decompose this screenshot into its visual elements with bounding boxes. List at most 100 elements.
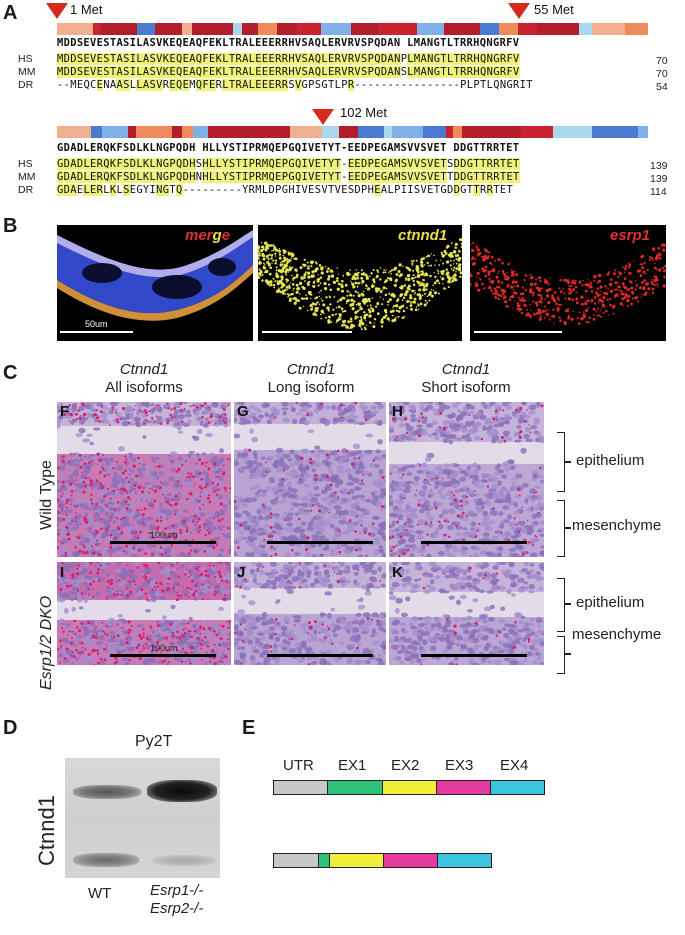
seq-dr-1: --MEQCENAASLLASVREQEMQFERLTRALEEERRSVGPS…	[57, 79, 533, 91]
histology-k	[389, 562, 544, 665]
sub-letter-f: F	[60, 403, 70, 420]
label-ex1: EX1	[338, 757, 367, 774]
short-utr	[273, 853, 319, 868]
long-ex3	[436, 780, 491, 795]
label-mesenchyme-dko: mesenchyme	[572, 626, 662, 643]
lane-label-esrp1: Esrp1-/-	[150, 882, 204, 899]
esrp1-title: esrp1	[610, 227, 651, 244]
long-ex2	[382, 780, 437, 795]
seq-mm-1: MDDSEVESTASILASVKEQEAQFEKLTRALEEERRHVSAQ…	[57, 66, 520, 78]
scalebar-i	[110, 654, 216, 657]
column-desc-1: All isoforms	[105, 379, 183, 396]
histology-f	[57, 402, 231, 557]
label-utr: UTR	[283, 757, 314, 774]
short-ex4	[437, 853, 492, 868]
end-number-hs-2: 139	[650, 160, 668, 172]
panel-letter-c: C	[3, 362, 18, 384]
bracket-epithelium-dko	[557, 578, 565, 632]
short-ex3	[383, 853, 438, 868]
bracket-tick-epithelium-dko	[565, 603, 571, 605]
bracket-tick-mesenchyme-wt	[565, 527, 571, 529]
panel-letter-e: E	[242, 717, 256, 739]
bracket-epithelium-wt	[557, 432, 565, 492]
conservation-bar-2	[57, 126, 648, 138]
column-gene-2: Ctnnd1	[286, 361, 336, 378]
met-marker-102	[312, 109, 334, 125]
seq-mm-2: GDADLERQKFSDLKLNGPQDHNHLLYSTIPRMQEPGQIVE…	[57, 171, 520, 183]
ctnnd1-image: ctnnd1	[258, 225, 462, 341]
band-wt-long	[73, 785, 141, 799]
row-label-hs-2: HS	[18, 158, 33, 170]
long-ex4	[490, 780, 545, 795]
column-gene-1: Ctnnd1	[119, 361, 169, 378]
sub-letter-h: H	[392, 403, 403, 420]
short-ex2	[329, 853, 384, 868]
seq-hs-1: MDDSEVESTASILASVKEQEAQFEKLTRALEEERRHVSAQ…	[57, 53, 520, 65]
histology-i	[57, 562, 231, 665]
merge-letter-m: m	[185, 227, 199, 244]
row-label-dr-1: DR	[18, 79, 34, 91]
histology-i-drawing	[57, 562, 231, 665]
long-utr	[273, 780, 328, 795]
row-label-mm-1: MM	[18, 66, 36, 78]
merge-tissue-drawing	[57, 230, 253, 321]
column-desc-3: Short isoform	[421, 379, 511, 396]
gel-image	[65, 758, 220, 878]
end-number-dr-1: 54	[656, 81, 668, 93]
gel-title: Py2T	[135, 733, 173, 750]
label-epithelium-dko: epithelium	[576, 594, 645, 611]
histology-g	[234, 402, 386, 557]
end-number-mm-2: 139	[650, 173, 668, 185]
row-label-dr-2: DR	[18, 184, 34, 196]
seq-dr-2: GDAELERLKLSEGYINGTQ---------YRMLDPGHIVES…	[57, 184, 514, 196]
histology-h	[389, 402, 544, 557]
scalebar-f	[110, 541, 216, 544]
histology-j-drawing	[234, 562, 386, 665]
row-label-esrp-dko: Esrp1/2 DKO	[38, 595, 55, 690]
column-title-long-isoform: Ctnnd1 Long isoform	[234, 361, 388, 397]
histology-g-drawing	[234, 402, 386, 557]
band-dko-long	[147, 780, 217, 802]
sub-letter-j: J	[237, 564, 246, 581]
merge-scalebar	[60, 331, 133, 333]
scalebar-h	[421, 541, 527, 544]
row-label-wild-type: Wild Type	[38, 460, 55, 530]
column-title-short-isoform: Ctnnd1 Short isoform	[388, 361, 544, 397]
met-marker-1	[46, 3, 68, 19]
label-mesenchyme-wt: mesenchyme	[572, 517, 662, 534]
sub-letter-g: G	[237, 403, 249, 420]
merge-title: merge	[185, 227, 230, 244]
label-epithelium-wt: epithelium	[576, 452, 645, 469]
merge-letter-g: g	[212, 227, 222, 244]
panel-letter-a: A	[3, 2, 18, 24]
histology-h-drawing	[389, 402, 544, 557]
met-marker-55	[508, 3, 530, 19]
gel-ylabel: Ctnnd1	[34, 795, 59, 866]
end-number-hs-1: 70	[656, 55, 668, 67]
label-ex3: EX3	[445, 757, 474, 774]
end-number-dr-2: 114	[650, 186, 667, 198]
conservation-bar-1	[57, 23, 648, 35]
label-ex4: EX4	[500, 757, 529, 774]
lane-label-wt: WT	[88, 885, 112, 902]
sub-letter-k: K	[392, 564, 403, 581]
scalebar-j	[267, 654, 373, 657]
ctnnd1-signal-drawing	[258, 238, 462, 331]
label-ex2: EX2	[391, 757, 420, 774]
marker-label-55-met: 55 Met	[534, 2, 574, 17]
bracket-tick-mesenchyme-dko	[565, 653, 571, 655]
histology-f-drawing	[57, 402, 231, 557]
bracket-tick-epithelium-wt	[565, 461, 571, 463]
bracket-mesenchyme-dko	[557, 636, 565, 674]
row-label-hs-1: HS	[18, 53, 33, 65]
ctnnd1-title: ctnnd1	[398, 227, 448, 244]
esrp1-scalebar	[474, 331, 562, 333]
marker-label-1-met: 1 Met	[70, 2, 103, 17]
scale-label-f: 100um	[150, 530, 178, 540]
merge-letter-e1: e	[198, 227, 207, 244]
esrp1-image: esrp1	[470, 225, 666, 341]
column-title-all-isoforms: Ctnnd1 All isoforms	[57, 361, 231, 397]
end-number-mm-1: 70	[656, 68, 668, 80]
marker-label-102-met: 102 Met	[340, 105, 387, 120]
scalebar-k	[421, 654, 527, 657]
